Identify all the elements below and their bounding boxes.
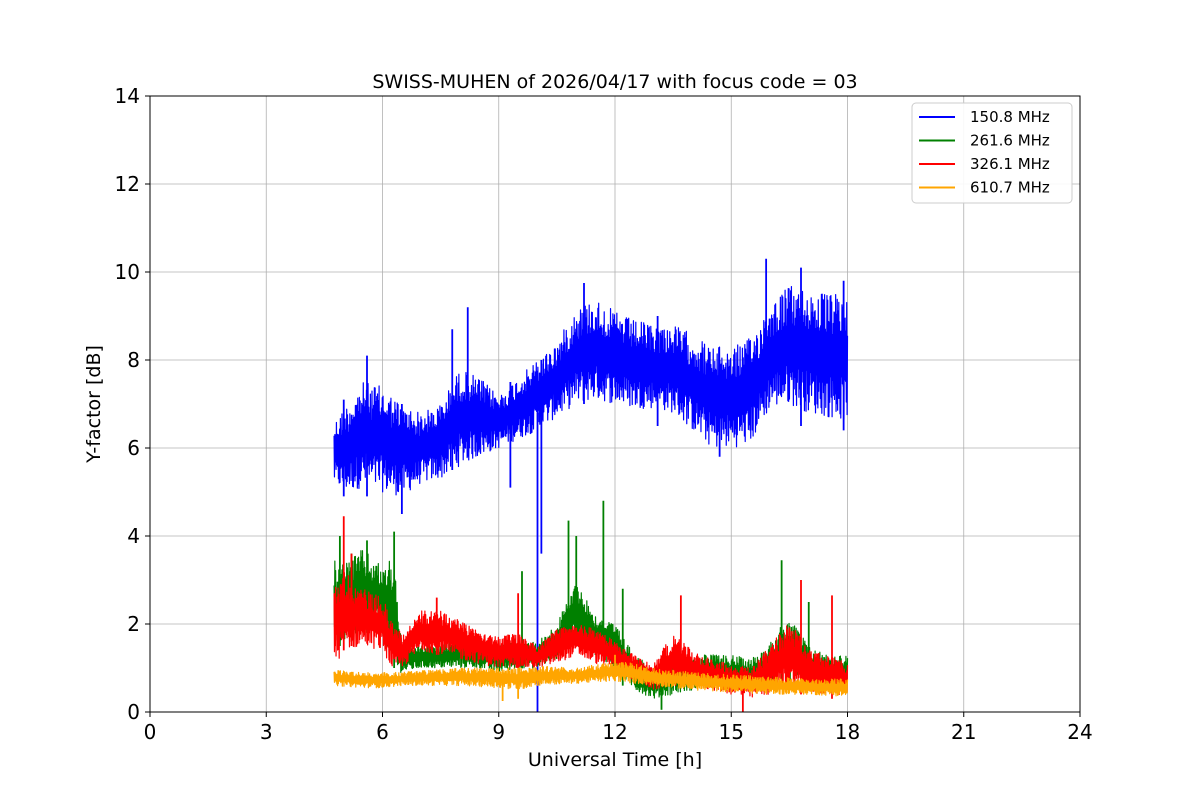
y-tick-label: 8 (127, 348, 140, 372)
x-tick-label: 3 (260, 720, 273, 744)
y-axis-label: Y-factor [dB] (83, 345, 105, 464)
y-tick-label: 4 (127, 524, 140, 548)
x-tick-label: 6 (376, 720, 389, 744)
legend: 150.8 MHz 261.6 MHz 326.1 MHz 610.7 MHz (911, 102, 1073, 204)
x-tick-label: 0 (144, 720, 157, 744)
x-tick-label: 24 (1067, 720, 1092, 744)
series-line (333, 285, 849, 496)
legend-label: 150.8 MHz (970, 108, 1050, 126)
y-tick-label: 2 (127, 612, 140, 636)
x-tick-label: 15 (719, 720, 744, 744)
y-tick-label: 0 (127, 700, 140, 724)
legend-entries: 150.8 MHz 261.6 MHz 326.1 MHz 610.7 MHz (919, 108, 1050, 197)
legend-label: 610.7 MHz (970, 179, 1050, 197)
x-tick-label: 21 (951, 720, 976, 744)
x-axis-label: Universal Time [h] (528, 749, 702, 771)
chart-title: SWISS-MUHEN of 2026/04/17 with focus cod… (372, 71, 857, 93)
series-line (333, 661, 849, 697)
series-610-7-mhz (333, 654, 849, 701)
y-tick-label: 14 (115, 84, 140, 108)
legend-box (911, 102, 1073, 204)
y-tick-label: 10 (115, 260, 140, 284)
y-tick-label: 12 (115, 172, 140, 196)
x-tick-label: 12 (602, 720, 627, 744)
legend-label: 261.6 MHz (970, 132, 1050, 150)
series-150-8-mhz (333, 258, 849, 712)
x-tick-label: 9 (492, 720, 505, 744)
series-layer (333, 258, 849, 712)
y-tick-label: 6 (127, 436, 140, 460)
legend-label: 326.1 MHz (970, 155, 1050, 173)
x-tick-label: 18 (835, 720, 860, 744)
